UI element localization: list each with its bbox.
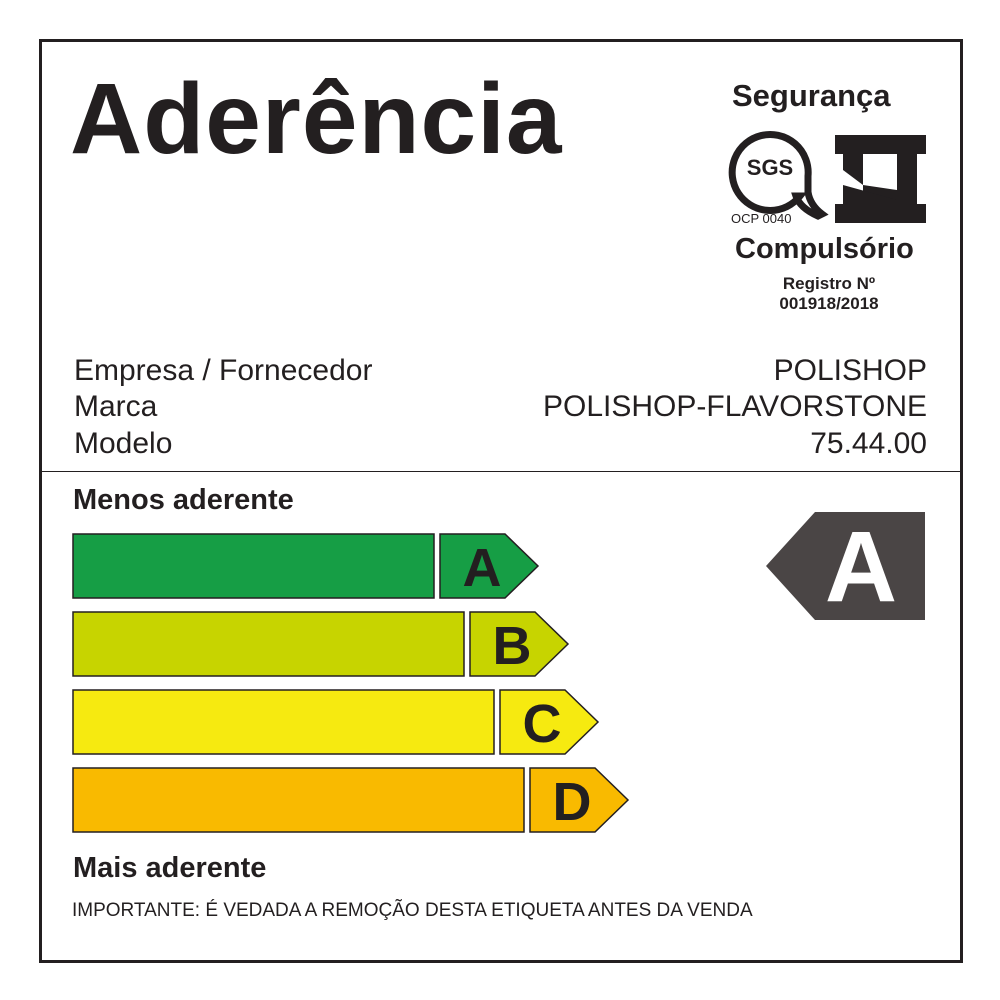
scale-arrow xyxy=(499,689,600,755)
certification-type: Compulsório xyxy=(735,233,914,265)
scale-bar xyxy=(72,689,495,755)
registry-number: 001918/2018 xyxy=(779,294,879,313)
registry: Registro Nº 001918/2018 xyxy=(770,274,888,314)
rating-arrow xyxy=(766,512,925,620)
scale-row-c: C xyxy=(72,689,600,755)
info-label-brand: Marca xyxy=(74,390,158,423)
scale-letter: B xyxy=(493,616,532,676)
inmetro-icon xyxy=(835,135,926,223)
scale-bar xyxy=(72,533,435,599)
scale-top-label: Menos aderente xyxy=(73,484,294,516)
removal-notice: IMPORTANTE: É VEDADA A REMOÇÃO DESTA ETI… xyxy=(72,900,753,921)
scale-bar xyxy=(72,611,465,677)
label-title: Aderência xyxy=(70,63,563,175)
ocp-code: OCP 0040 xyxy=(731,211,792,226)
info-value-model: 75.44.00 xyxy=(810,427,927,460)
scale-arrow xyxy=(529,767,630,833)
sgs-logo: SGS xyxy=(728,131,829,220)
rating-indicator: A xyxy=(766,511,925,623)
scale-bar xyxy=(72,767,525,833)
info-value-brand: POLISHOP-FLAVORSTONE xyxy=(543,390,927,423)
scale-arrow xyxy=(469,611,570,677)
scale-row-b: B xyxy=(72,611,570,677)
certification-header: Segurança xyxy=(732,78,891,113)
label-border xyxy=(39,39,963,963)
scale-letter: A xyxy=(463,538,502,598)
info-label-company: Empresa / Fornecedor xyxy=(74,354,373,387)
scale-row-a: A xyxy=(72,533,540,599)
info-label-model: Modelo xyxy=(74,427,173,460)
scale-row-d: D xyxy=(72,767,630,833)
scale-letter: D xyxy=(553,772,592,832)
registry-label: Registro Nº xyxy=(782,274,876,293)
sgs-text: SGS xyxy=(747,155,793,180)
scale-letter: C xyxy=(523,694,562,754)
info-value-company: POLISHOP xyxy=(773,354,927,387)
divider xyxy=(40,471,960,472)
scale-arrow xyxy=(439,533,540,599)
rating-letter: A xyxy=(825,511,897,623)
scale-bottom-label: Mais aderente xyxy=(73,852,267,884)
